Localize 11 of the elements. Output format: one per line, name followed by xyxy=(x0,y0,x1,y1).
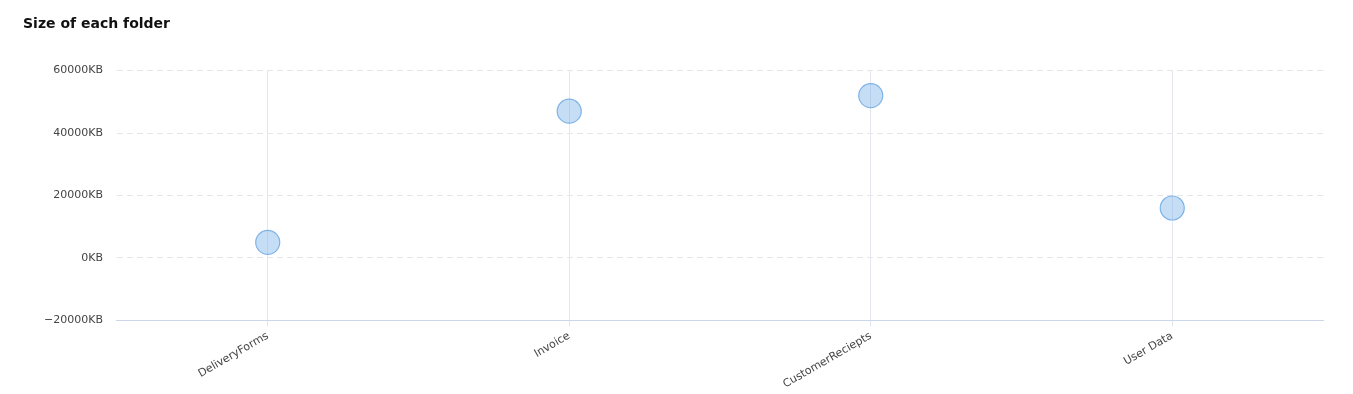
y-tick-label: 0KB xyxy=(81,250,103,264)
y-tick-label: −20000KB xyxy=(43,313,103,327)
y-tick-label: 60000KB xyxy=(53,63,103,77)
point xyxy=(255,229,281,255)
x-tick-label: User Data xyxy=(1121,328,1176,368)
point xyxy=(556,98,582,124)
point xyxy=(1159,195,1185,221)
chart-title: Size of each folder xyxy=(23,15,170,31)
y-tick-label: 20000KB xyxy=(53,188,103,202)
point xyxy=(858,82,884,109)
y-tick-label: 40000KB xyxy=(53,125,103,139)
